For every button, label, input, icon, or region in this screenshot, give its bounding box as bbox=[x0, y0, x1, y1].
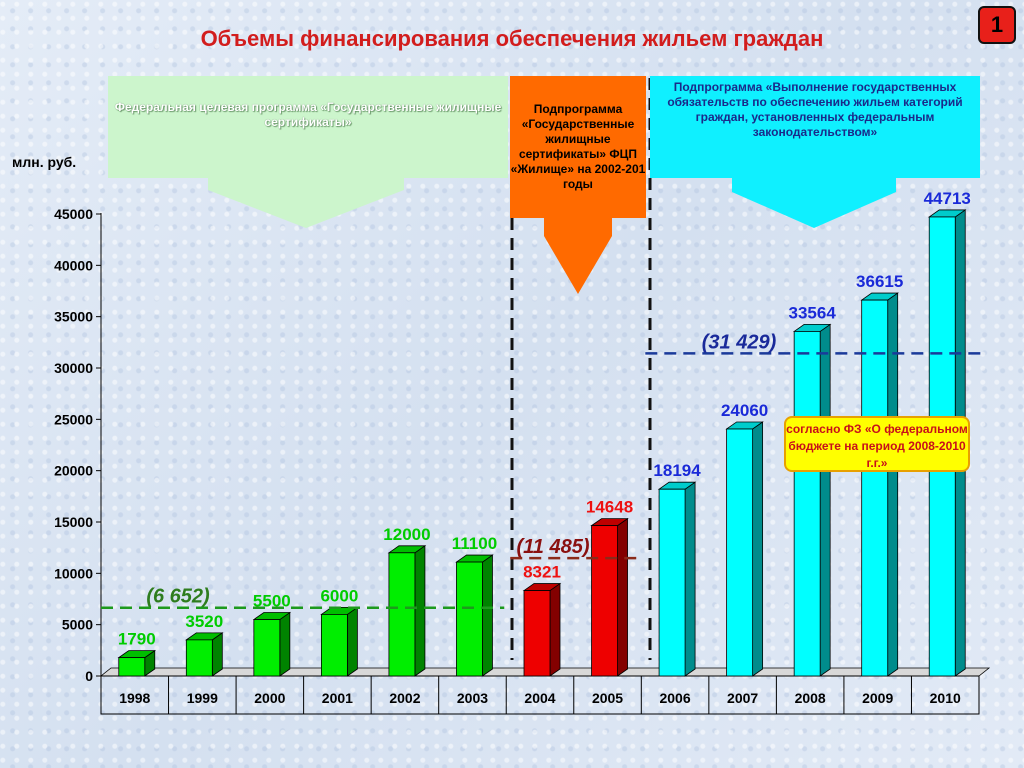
slide-number-badge: 1 bbox=[978, 6, 1016, 44]
budget-law-note: согласно ФЗ «О федеральном бюджете на пе… bbox=[784, 416, 970, 472]
x-tick-label: 2008 bbox=[795, 690, 826, 706]
callout-middle-pointer bbox=[544, 218, 612, 294]
bar-1998 bbox=[117, 649, 157, 677]
bar-2001 bbox=[320, 606, 359, 677]
bar-front bbox=[591, 525, 618, 677]
bar-front bbox=[523, 590, 551, 677]
y-tick-label: 15000 bbox=[54, 514, 93, 530]
average-value-label: (6 652) bbox=[146, 586, 210, 608]
bar-side bbox=[549, 582, 561, 677]
bar-2005 bbox=[590, 517, 629, 677]
y-tick-label: 5000 bbox=[62, 617, 93, 633]
bar-value-label: 3520 bbox=[185, 612, 223, 631]
x-tick-label: 1998 bbox=[119, 690, 150, 706]
x-tick-label: 2003 bbox=[457, 690, 488, 706]
y-tick-label: 30000 bbox=[54, 360, 93, 376]
bar-front bbox=[793, 331, 821, 677]
y-tick-label: 35000 bbox=[54, 309, 93, 325]
bar-2002 bbox=[387, 545, 427, 677]
bar-value-label: 5500 bbox=[253, 592, 291, 611]
y-tick-label: 10000 bbox=[54, 565, 93, 581]
page-title: Объемы финансирования обеспечения жильем… bbox=[200, 26, 824, 51]
bar-side bbox=[414, 545, 426, 677]
bar-front bbox=[658, 488, 686, 677]
bar-front bbox=[185, 639, 213, 677]
y-tick-label: 45000 bbox=[54, 206, 93, 222]
x-tick-label: 2005 bbox=[592, 690, 623, 706]
x-tick-label: 2010 bbox=[930, 690, 961, 706]
bar-front bbox=[118, 657, 146, 677]
y-tick-label: 20000 bbox=[54, 463, 93, 479]
bar-side bbox=[211, 632, 223, 677]
x-tick-label: 2002 bbox=[389, 690, 420, 706]
bar-front bbox=[388, 552, 416, 677]
bar-value-label: 8321 bbox=[523, 563, 561, 582]
bar-2004 bbox=[522, 582, 562, 677]
bar-value-label: 24060 bbox=[721, 401, 768, 420]
bar-value-label: 18194 bbox=[653, 461, 701, 480]
bar-value-label: 1790 bbox=[118, 630, 156, 649]
bar-side bbox=[617, 517, 628, 677]
average-value-label: (31 429) bbox=[702, 331, 777, 353]
average-value-label: (11 485) bbox=[516, 536, 589, 558]
x-tick-label: 2006 bbox=[659, 690, 690, 706]
bar-1999 bbox=[185, 632, 224, 677]
bar-side bbox=[279, 611, 291, 677]
x-tick-label: 2000 bbox=[254, 690, 285, 706]
x-tick-label: 2001 bbox=[322, 690, 353, 706]
bar-value-label: 12000 bbox=[383, 525, 430, 544]
y-tick-label: 0 bbox=[85, 668, 93, 684]
bar-2008 bbox=[792, 323, 832, 677]
y-tick-label: 40000 bbox=[54, 257, 93, 273]
y-tick-label: 25000 bbox=[54, 411, 93, 427]
bar-value-label: 44713 bbox=[924, 189, 971, 208]
y-axis-unit-label: млн. руб. bbox=[12, 154, 77, 170]
x-tick-label: 1999 bbox=[187, 690, 218, 706]
bar-2000 bbox=[252, 611, 292, 677]
bar-2007 bbox=[725, 421, 764, 677]
bar-side bbox=[819, 323, 831, 677]
bar-side bbox=[346, 606, 358, 677]
bar-value-label: 11100 bbox=[452, 534, 497, 553]
bar-front bbox=[726, 428, 754, 677]
bar-side bbox=[482, 554, 493, 677]
bar-value-label: 33564 bbox=[789, 303, 837, 322]
callout-subprogram-housing: Подпрограмма «Государственные жилищные с… bbox=[510, 76, 646, 218]
bar-value-label: 14648 bbox=[586, 498, 633, 517]
x-tick-label: 2004 bbox=[524, 690, 555, 706]
x-tick-label: 2007 bbox=[727, 690, 758, 706]
callout-subprogram-obligations: Подпрограмма «Выполнение государственных… bbox=[650, 76, 980, 178]
bar-side bbox=[752, 421, 764, 677]
bar-side bbox=[684, 481, 696, 677]
bar-front bbox=[320, 614, 348, 677]
x-tick-label: 2009 bbox=[862, 690, 893, 706]
callout-federal-program: Федеральная целевая программа «Государст… bbox=[108, 76, 508, 178]
bar-front bbox=[253, 619, 281, 677]
bar-2006 bbox=[657, 481, 697, 677]
bar-2003 bbox=[455, 554, 494, 677]
bar-value-label: 6000 bbox=[320, 586, 358, 605]
bar-value-label: 36615 bbox=[856, 272, 903, 291]
bar-front bbox=[861, 299, 889, 677]
bar-side bbox=[887, 292, 899, 677]
bar-front bbox=[456, 561, 483, 677]
callout-right-pointer bbox=[732, 178, 896, 228]
bar-2009 bbox=[860, 292, 899, 677]
callout-left-pointer bbox=[208, 178, 404, 228]
